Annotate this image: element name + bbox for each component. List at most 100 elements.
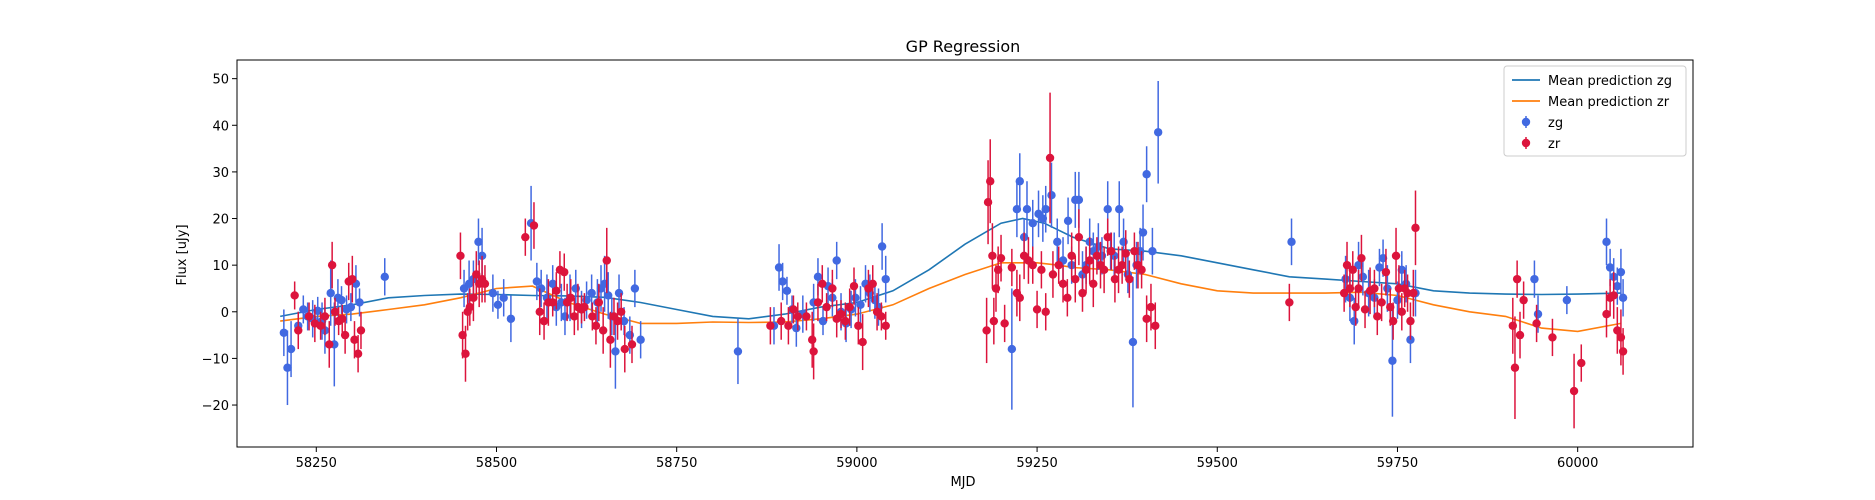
zr-point [1515,330,1525,340]
zg-point [1148,246,1157,256]
zg-point [1354,260,1363,270]
zg-point [1616,267,1626,277]
zr-point [1360,305,1370,314]
data-points [279,80,1628,429]
y-tick-label: 30 [212,166,229,181]
zr-point [784,321,793,330]
zr-point [1532,319,1541,328]
x-tick-label: 58500 [476,456,517,471]
zr-point [1151,321,1160,330]
zr-point [535,307,544,316]
zr-point [1577,358,1586,368]
x-tick-label: 58750 [656,456,697,471]
zr-point [1028,260,1037,270]
zg-point [1028,218,1037,228]
zg-point [611,347,620,356]
zr-point [588,312,597,321]
zg-point [1128,337,1138,347]
zr-point [1406,316,1415,326]
y-tick-label: −10 [202,352,229,367]
zg-point [1378,253,1388,263]
legend-label: zr [1548,137,1561,152]
zr-point [456,251,465,261]
y-axis-label: Flux [uJy] [175,224,190,285]
zg-point [286,344,296,354]
zr-point [1381,267,1391,277]
zr-point [822,302,831,312]
zr-point [813,298,823,307]
zg-point [313,306,322,316]
zr-point [1089,279,1098,289]
zg-point [1074,195,1084,205]
zg-point [619,316,629,326]
zr-point [1339,288,1349,298]
zr-point [521,232,530,242]
zr-point [1391,251,1401,261]
zr-point [1142,314,1151,323]
zg-point [299,305,308,314]
zg-point [1153,128,1163,137]
zg-point [1012,205,1022,214]
zr-point [1345,284,1355,293]
zr-point [560,267,569,277]
zr-point [539,316,549,326]
zr-point [1103,232,1112,242]
zr-point [1569,386,1579,396]
zg-point [636,335,645,344]
x-tick-label: 59000 [836,456,877,471]
zg-point [1618,293,1628,302]
x-tick-label: 59250 [1016,456,1057,471]
zr-point [836,309,846,319]
zr-point [766,321,775,330]
legend-label: zg [1548,116,1563,131]
y-tick-label: 10 [212,259,229,274]
zr-point [613,316,622,326]
plot-area [279,80,1628,429]
zr-point [1354,284,1363,293]
zr-point [1110,274,1120,284]
zg-point [778,277,787,286]
zr-point [1058,279,1068,289]
zr-point [991,284,1001,293]
zr-point [1609,291,1618,300]
zg-point [355,298,364,307]
zr-point [1618,347,1628,356]
zr-point [993,265,1003,275]
zr-point [776,316,786,326]
zg-point [532,277,542,286]
zr-point [469,293,478,302]
zr-point [1125,274,1134,284]
zg-point [493,300,503,309]
zg-point [560,312,570,321]
zr-point [1117,260,1127,270]
zr-point [327,260,337,270]
zg-point [877,242,887,251]
zr-point [350,335,359,344]
zr-point [1351,302,1360,312]
zr-point [1548,333,1557,342]
zr-point [330,307,340,316]
zr-point [868,279,877,289]
zr-point [602,256,611,265]
zr-point [338,314,347,323]
zr-point [1613,326,1622,335]
zr-point [1394,284,1404,293]
zg-point [630,284,640,293]
y-tick-label: 0 [221,306,229,321]
zg-point [1530,274,1539,284]
zr-point [1032,305,1042,314]
legend-box [1503,65,1687,157]
zr-point [1386,302,1395,312]
zg-point [851,293,860,302]
zr-point [1373,312,1382,321]
zg-point [782,286,792,296]
zr-point [1041,307,1050,316]
zg-point [499,293,508,302]
zr-point [316,321,325,330]
zr-point [1071,274,1080,284]
zr-point [570,312,579,321]
zr-point [340,330,350,340]
zr-point [461,349,470,358]
zg-point [1041,205,1050,214]
